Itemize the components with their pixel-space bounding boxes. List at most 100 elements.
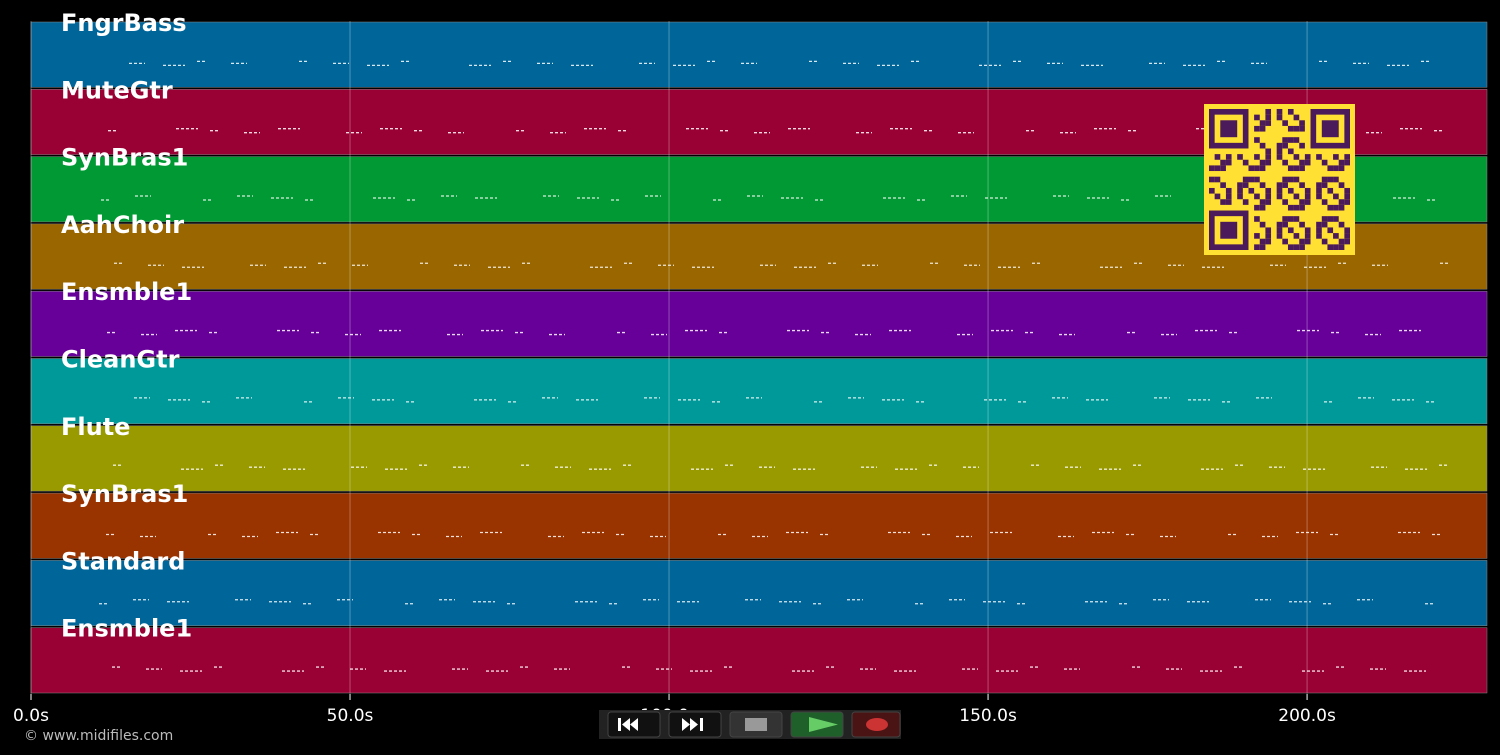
qr-cell [1259, 204, 1266, 211]
tick-label: 50.0s [327, 706, 374, 726]
track-name: FngrBass [61, 9, 187, 37]
qr-cell [1282, 221, 1288, 228]
qr-cell [1304, 159, 1311, 166]
qr-cell [1259, 199, 1266, 205]
play-button[interactable] [790, 711, 844, 738]
track-name: MuteGtr [61, 76, 173, 104]
record-button[interactable] [851, 711, 901, 738]
track-name: Standard [61, 547, 185, 575]
qr-cell [1225, 154, 1232, 160]
qr-cell [1293, 233, 1300, 239]
qr-cell [1276, 154, 1283, 160]
qr-cell [1282, 120, 1288, 126]
qr-cell [1316, 221, 1322, 228]
qr-cell [1237, 182, 1243, 188]
qr-cell [1220, 159, 1226, 166]
qr-cell [1299, 204, 1305, 211]
qr-cell [1287, 227, 1294, 234]
qr-cell [1299, 120, 1305, 126]
track-lane [30, 425, 1488, 492]
rewind-button[interactable] [607, 711, 661, 738]
qr-cell [1293, 165, 1300, 172]
qr-cell [1214, 193, 1221, 200]
track-name: AahChoir [61, 211, 184, 239]
qr-cell [1276, 193, 1283, 200]
qr-cell [1214, 165, 1221, 172]
qr-cell [1299, 182, 1305, 188]
qr-cell [1254, 216, 1260, 222]
qr-cell [1321, 216, 1328, 222]
qr-cell [1344, 233, 1350, 239]
qr-cell [1254, 193, 1260, 200]
qr-cell [1265, 154, 1272, 160]
qr-cell [1242, 182, 1249, 188]
qr-cell [1293, 216, 1300, 222]
qr-cell [1265, 193, 1272, 200]
qr-cell [1276, 142, 1283, 149]
qr-cell [1299, 238, 1305, 245]
qr-cell [1293, 154, 1300, 160]
qr-cell [1304, 233, 1311, 239]
qr-cell [1344, 227, 1350, 234]
qr-cell [1259, 125, 1266, 132]
qr-cell [1220, 199, 1226, 205]
qr-cell [1265, 120, 1272, 126]
qr-cell [1276, 233, 1283, 239]
qr-cell [1265, 238, 1272, 245]
qr-cell [1299, 125, 1305, 132]
qr-cell [1259, 182, 1266, 188]
qr-cell [1344, 199, 1350, 205]
qr-cell [1338, 204, 1345, 211]
qr-cell [1338, 165, 1345, 172]
qr-cell [1265, 199, 1272, 205]
qr-cell [1327, 187, 1334, 194]
qr-cell [1220, 182, 1226, 188]
qr-cell [1276, 109, 1283, 115]
qr-cell [1259, 244, 1266, 250]
qr-cell [1265, 159, 1272, 166]
track-lane [30, 358, 1488, 425]
qr-cell [1316, 227, 1322, 234]
qr-cell [1214, 176, 1221, 183]
qr-cell [1237, 193, 1243, 200]
forward-button[interactable] [668, 711, 722, 738]
qr-cell [1287, 165, 1294, 172]
track-lane [30, 560, 1488, 626]
qr-cell [1333, 204, 1339, 211]
qr-cell [1321, 199, 1328, 205]
qr-cell [1276, 182, 1283, 188]
track-name: SynBras1 [61, 480, 188, 508]
qr-cell [1282, 176, 1288, 183]
qr-cell [1276, 187, 1283, 194]
qr-cell [1282, 182, 1288, 188]
track-name: Ensmble1 [61, 278, 192, 306]
qr-cell [1293, 114, 1300, 121]
qr-finder [1321, 120, 1339, 138]
qr-cell [1293, 193, 1300, 200]
qr-cell [1338, 199, 1345, 205]
qr-cell [1316, 233, 1322, 239]
qr-cell [1333, 193, 1339, 200]
qr-cell [1225, 159, 1232, 166]
qr-cell [1293, 176, 1300, 183]
qr-cell [1327, 244, 1334, 250]
qr-cell [1333, 176, 1339, 183]
stop-button[interactable] [729, 711, 783, 738]
qr-cell [1248, 176, 1255, 183]
qr-cell [1265, 109, 1272, 115]
track-lane [30, 290, 1488, 357]
qr-cell [1327, 227, 1334, 234]
qr-cell [1276, 114, 1283, 121]
qr-cell [1248, 165, 1255, 172]
qr-cell [1287, 187, 1294, 194]
track-name: Flute [61, 413, 130, 441]
track-name: Ensmble1 [61, 615, 192, 643]
qr-cell [1299, 244, 1305, 250]
tick-label: 200.0s [1278, 706, 1336, 726]
qr-cell [1321, 176, 1328, 183]
qr-cell [1287, 204, 1294, 211]
qr-finder [1220, 120, 1238, 138]
qr-cell [1254, 204, 1260, 211]
qr-cell [1282, 238, 1288, 245]
